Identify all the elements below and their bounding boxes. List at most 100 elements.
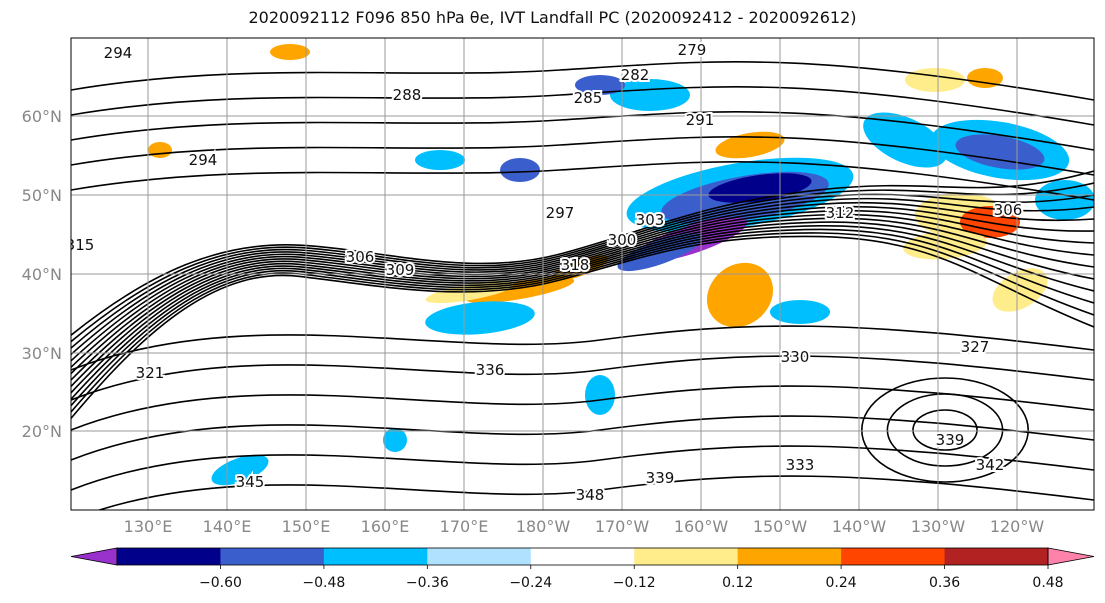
anomaly-patch	[585, 375, 615, 415]
lon-tick-label: 150°E	[282, 517, 331, 536]
lon-tick-label: 150°W	[753, 517, 808, 536]
colorbar-segment	[323, 548, 428, 565]
colorbar-extend-max	[1047, 547, 1095, 566]
lon-tick-label: 160°E	[361, 517, 410, 536]
anomaly-patch	[211, 454, 269, 486]
theta-e-contour	[886, 393, 1004, 467]
colorbar-segment	[634, 548, 739, 565]
colorbar-segment	[737, 548, 842, 565]
anomaly-patch	[415, 150, 465, 170]
colorbar-segment	[944, 548, 1049, 565]
contour-label: 282	[621, 66, 650, 84]
lat-tick-label: 30°N	[22, 344, 62, 363]
contour-labels: 294 279 282 285 288 291 294 297 300 303 306 309 312 3…	[66, 39, 1024, 506]
contour-label: 327	[961, 338, 990, 356]
contour-label: 348	[576, 486, 605, 504]
lat-tick-label: 50°N	[22, 186, 62, 205]
colorbar-tick-label: −0.60	[199, 575, 242, 591]
colorbar-tick-label: 0.24	[826, 575, 857, 591]
colorbar-tick-label: −0.48	[302, 575, 345, 591]
lon-tick-label: 120°W	[990, 517, 1045, 536]
theta-e-contours	[71, 61, 1094, 510]
contour-label: 345	[236, 473, 265, 491]
theta-e-contour	[71, 86, 1094, 126]
anomaly-patch	[610, 79, 690, 111]
contour-label: 303	[636, 211, 665, 229]
lon-tick-label: 140°E	[203, 517, 252, 536]
anomaly-patch	[500, 158, 540, 182]
lat-tick-label: 20°N	[22, 422, 62, 441]
contour-label: 309	[386, 261, 415, 279]
colorbar-tick-label: −0.12	[613, 575, 656, 591]
contour-label: 279	[678, 41, 707, 59]
contour-label: 336	[476, 361, 505, 379]
colorbar-frame	[116, 547, 1049, 566]
theta-e-contour	[71, 228, 1094, 407]
anomaly-patch	[715, 131, 785, 159]
contour-label: 297	[546, 204, 575, 222]
theta-e-contour	[860, 377, 1029, 483]
colorbar-tick-label: 0.36	[929, 575, 960, 591]
colorbar-segment	[117, 548, 221, 565]
lat-tick-label: 60°N	[22, 107, 62, 126]
theta-e-contour	[71, 355, 1094, 401]
theta-e-contour	[71, 136, 1094, 176]
lon-tick-label: 160°W	[674, 517, 729, 536]
theta-e-contour	[912, 409, 978, 451]
theta-e-contour	[71, 111, 1094, 151]
colorbar-extend-min	[70, 547, 118, 566]
colorbar-segment	[220, 548, 325, 565]
contour-label: 312	[826, 204, 855, 222]
theta-e-contour	[71, 161, 1094, 201]
contour-label: 333	[786, 456, 815, 474]
contour-label: 342	[976, 456, 1005, 474]
anomaly-patch	[617, 232, 703, 272]
contour-label: 300	[608, 231, 637, 249]
theta-e-contour	[71, 235, 1094, 419]
contour-label: 285	[574, 89, 603, 107]
anomaly-patch	[425, 301, 535, 335]
colorbar-tick-label: 0.12	[722, 575, 753, 591]
theta-e-contour	[71, 221, 1094, 394]
lon-tick-label: 130°W	[911, 517, 966, 536]
theta-e-contour	[71, 217, 1094, 387]
colorbar-tick-label: −0.24	[509, 575, 552, 591]
theta-e-contour	[71, 61, 1094, 101]
map-frame	[70, 37, 1095, 511]
contour-label: 288	[393, 86, 422, 104]
anomaly-patch	[270, 44, 310, 60]
lat-tick-label: 40°N	[22, 265, 62, 284]
contour-label: 330	[781, 348, 810, 366]
anomaly-patch	[905, 68, 965, 92]
contour-label: 339	[646, 469, 675, 487]
contour-label: 318	[561, 256, 590, 274]
anomaly-patch	[863, 112, 947, 168]
contour-label: 294	[189, 151, 218, 169]
contour-label: 321	[136, 364, 165, 382]
contour-label: 291	[686, 111, 715, 129]
map-title: 2020092112 F096 850 hPa θe, IVT Landfall…	[248, 8, 857, 27]
anomaly-patch	[770, 300, 830, 324]
colorbar-tick-label: −0.36	[406, 575, 449, 591]
lon-tick-label: 140°W	[832, 517, 887, 536]
graticule	[71, 38, 1094, 510]
theta-e-contour	[71, 385, 1094, 431]
lon-tick-label: 130°E	[124, 517, 173, 536]
theta-e-contour	[71, 445, 1094, 491]
colorbar-segment	[841, 548, 946, 565]
theta-e-contour	[71, 415, 1094, 461]
map-panel: 294 279 282 285 288 291 294 297 300 303 306 309 312 3…	[66, 38, 1094, 510]
lon-tick-label: 170°W	[595, 517, 650, 536]
colorbar: −0.60 −0.48 −0.36 −0.24 −0.12 0.12 0.24 0.36 0.4…	[70, 547, 1095, 591]
contour-label: 315	[66, 236, 95, 254]
theta-e-contour	[97, 475, 1094, 510]
anomaly-patch	[967, 68, 1003, 88]
contour-label: 306	[346, 248, 375, 266]
contour-label: 294	[104, 44, 133, 62]
theta-e-contour	[71, 325, 1094, 371]
contour-label: 306	[994, 201, 1023, 219]
colorbar-segment	[427, 548, 532, 565]
lon-tick-label: 180°W	[516, 517, 571, 536]
anomaly-patch	[148, 142, 172, 158]
